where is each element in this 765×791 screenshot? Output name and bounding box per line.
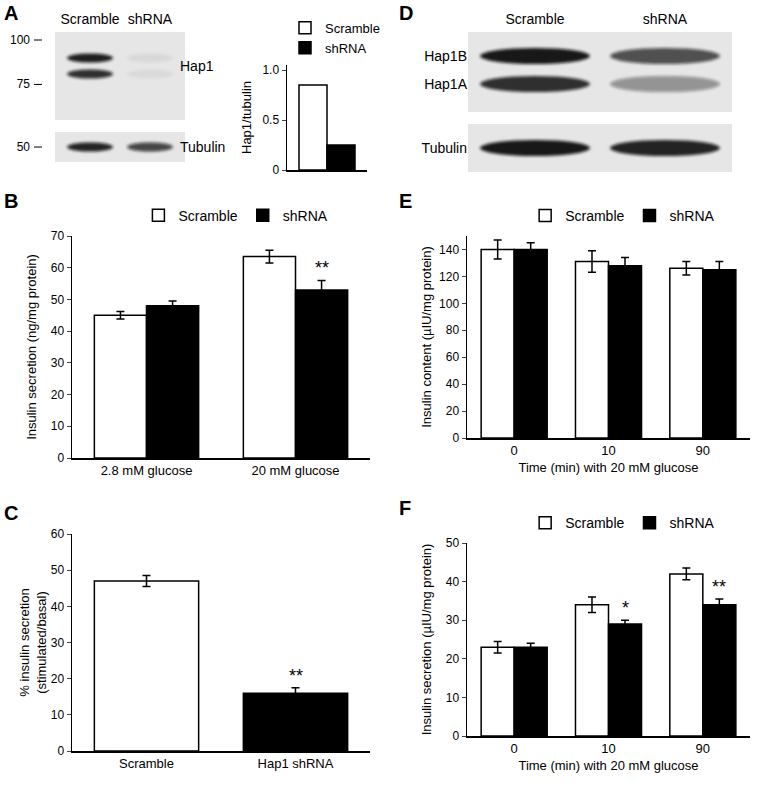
svg-text:90: 90 xyxy=(696,443,710,458)
svg-text:20: 20 xyxy=(51,388,65,402)
svg-text:0: 0 xyxy=(452,729,459,743)
svg-text:shRNA: shRNA xyxy=(669,515,714,531)
svg-text:100: 100 xyxy=(10,33,30,47)
svg-text:**: ** xyxy=(315,258,329,278)
svg-text:10: 10 xyxy=(601,741,615,756)
svg-text:shRNA: shRNA xyxy=(128,11,173,27)
svg-text:Scramble: Scramble xyxy=(119,756,174,771)
svg-text:60: 60 xyxy=(51,527,65,541)
svg-text:% insulin secretion(stimulated: % insulin secretion(stimulated/basal) xyxy=(17,588,49,696)
svg-text:10: 10 xyxy=(51,419,65,433)
svg-text:60: 60 xyxy=(446,350,460,364)
html-text:D: D xyxy=(399,2,414,24)
svg-text:Insulin content (µIU/mg protei: Insulin content (µIU/mg protein) xyxy=(419,246,434,428)
svg-text:**: ** xyxy=(712,577,726,597)
svg-text:Hap1 shRNA: Hap1 shRNA xyxy=(258,756,334,771)
svg-text:Insulin secretion (µIU/mg prot: Insulin secretion (µIU/mg protein) xyxy=(419,544,434,736)
svg-text:Scramble: Scramble xyxy=(325,21,380,36)
svg-text:20 mM glucose: 20 mM glucose xyxy=(251,463,339,478)
svg-text:20: 20 xyxy=(446,404,460,418)
svg-text:50: 50 xyxy=(446,536,460,550)
svg-text:40: 40 xyxy=(51,600,65,614)
svg-text:1.0: 1.0 xyxy=(262,63,279,77)
svg-text:80: 80 xyxy=(446,323,460,337)
svg-text:75: 75 xyxy=(17,77,31,91)
svg-text:0: 0 xyxy=(57,451,64,465)
svg-text:Scramble: Scramble xyxy=(565,208,624,224)
svg-text:20: 20 xyxy=(51,672,65,686)
svg-text:10: 10 xyxy=(446,691,460,705)
svg-text:Insulin secretion (ng/mg prote: Insulin secretion (ng/mg protein) xyxy=(24,254,39,440)
svg-text:10: 10 xyxy=(51,708,65,722)
svg-text:30: 30 xyxy=(51,356,65,370)
svg-text:40: 40 xyxy=(51,324,65,338)
svg-text:100: 100 xyxy=(439,297,459,311)
html-text:A: A xyxy=(4,2,19,24)
svg-text:shRNA: shRNA xyxy=(283,208,328,224)
svg-text:Hap1: Hap1 xyxy=(180,58,214,74)
svg-text:2.8 mM glucose: 2.8 mM glucose xyxy=(101,463,193,478)
svg-text:40: 40 xyxy=(446,377,460,391)
svg-text:50: 50 xyxy=(51,293,65,307)
svg-text:50: 50 xyxy=(51,563,65,577)
svg-text:Scramble: Scramble xyxy=(565,515,624,531)
svg-text:40: 40 xyxy=(446,575,460,589)
svg-text:90: 90 xyxy=(696,741,710,756)
svg-text:0: 0 xyxy=(452,431,459,445)
svg-text:*: * xyxy=(622,598,629,618)
svg-text:shRNA: shRNA xyxy=(325,41,367,56)
svg-text:Hap1A: Hap1A xyxy=(424,76,467,92)
svg-text:**: ** xyxy=(289,666,303,686)
svg-text:70: 70 xyxy=(51,229,65,243)
svg-text:30: 30 xyxy=(51,636,65,650)
svg-text:Scramble: Scramble xyxy=(178,208,237,224)
html-text:F: F xyxy=(399,497,412,519)
svg-text:50: 50 xyxy=(17,140,31,154)
html-text:B: B xyxy=(4,190,19,212)
html-text:C: C xyxy=(4,502,19,524)
svg-text:0: 0 xyxy=(272,163,279,177)
svg-text:120: 120 xyxy=(439,270,459,284)
svg-text:Scramble: Scramble xyxy=(505,11,564,27)
svg-text:10: 10 xyxy=(601,443,615,458)
svg-text:140: 140 xyxy=(439,243,459,257)
svg-text:Hap1B: Hap1B xyxy=(424,48,467,64)
svg-text:Time (min) with 20 mM glucose: Time (min) with 20 mM glucose xyxy=(518,460,698,475)
svg-text:Tubulin: Tubulin xyxy=(180,139,225,155)
svg-text:Hap1/tubulin: Hap1/tubulin xyxy=(239,81,254,154)
svg-text:0.5: 0.5 xyxy=(262,113,279,127)
svg-text:0: 0 xyxy=(57,744,64,758)
svg-text:0: 0 xyxy=(511,443,518,458)
svg-text:30: 30 xyxy=(446,613,460,627)
svg-text:shRNA: shRNA xyxy=(669,208,714,224)
html-text:E: E xyxy=(399,190,413,212)
svg-text:60: 60 xyxy=(51,261,65,275)
svg-text:Scramble: Scramble xyxy=(60,11,119,27)
svg-text:Time (min) with 20 mM glucose: Time (min) with 20 mM glucose xyxy=(518,758,698,773)
svg-text:shRNA: shRNA xyxy=(643,11,688,27)
svg-text:20: 20 xyxy=(446,652,460,666)
svg-text:0: 0 xyxy=(511,741,518,756)
svg-text:Tubulin: Tubulin xyxy=(422,140,467,156)
